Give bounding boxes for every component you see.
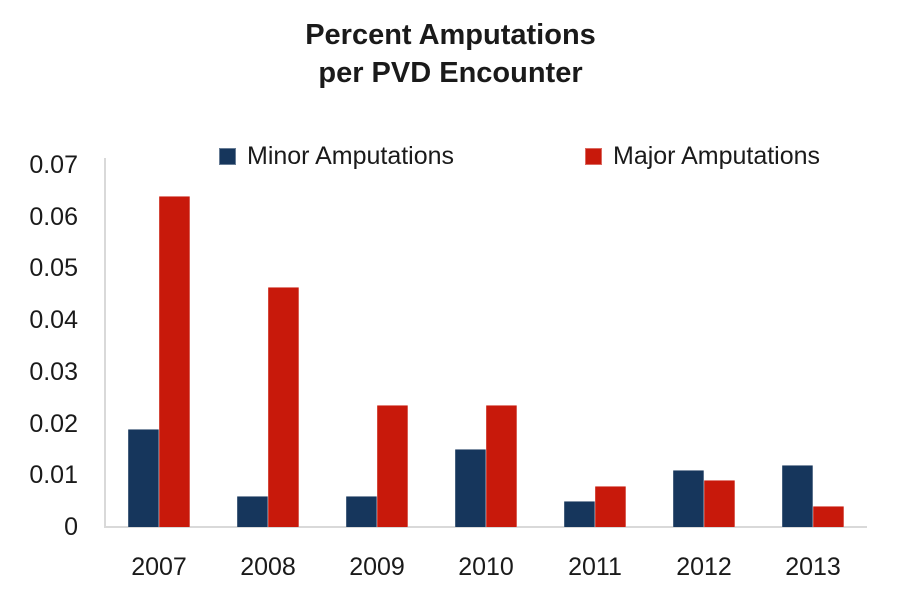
bar-2008-major [268,287,299,527]
y-tick-label-0.02: 0.02 [29,410,78,438]
bar-2009-major [377,405,408,527]
x-tick-label-2013: 2013 [785,553,841,581]
y-tick-label-0.03: 0.03 [29,358,78,386]
x-axis-line [104,526,867,528]
x-tick-label-2007: 2007 [131,553,187,581]
major-amputations-swatch-icon [585,147,602,165]
bar-2013-minor [782,465,813,527]
bar-2007-major [159,196,190,527]
x-tick-label-2008: 2008 [240,553,296,581]
legend-label-minor: Minor Amputations [247,141,455,170]
legend-label-major: Major Amputations [613,141,821,170]
legend-item-minor-amputations: Minor Amputations [219,141,455,170]
chart-title-line-1: Percent Amputations [305,19,596,51]
y-tick-label-0.07: 0.07 [29,151,78,179]
bar-2010-major [486,405,517,527]
legend-item-major-amputations: Major Amputations [585,141,821,170]
bar-2013-major [813,506,844,527]
y-tick-label-0.06: 0.06 [29,203,78,231]
bar-2008-minor [237,496,268,527]
y-tick-label-0.05: 0.05 [29,254,78,282]
x-tick-label-2009: 2009 [349,553,405,581]
y-axis-line [104,158,106,528]
minor-amputations-swatch-icon [219,147,236,165]
bar-2011-minor [564,501,595,527]
bar-2009-minor [346,496,377,527]
bar-2012-minor [673,470,704,527]
y-tick-label-0.01: 0.01 [29,461,78,489]
y-tick-label-0.04: 0.04 [29,306,78,334]
chart-title: Percent Amputations per PVD Encounter [0,16,901,92]
y-tick-label-0: 0 [64,513,78,541]
chart-title-line-2: per PVD Encounter [318,57,583,89]
x-tick-label-2010: 2010 [458,553,514,581]
bar-2007-minor [128,429,159,527]
bar-2012-major [704,480,735,527]
bar-2011-major [595,486,626,527]
x-tick-label-2012: 2012 [676,553,732,581]
x-tick-label-2011: 2011 [568,553,622,581]
bar-2010-minor [455,449,486,527]
